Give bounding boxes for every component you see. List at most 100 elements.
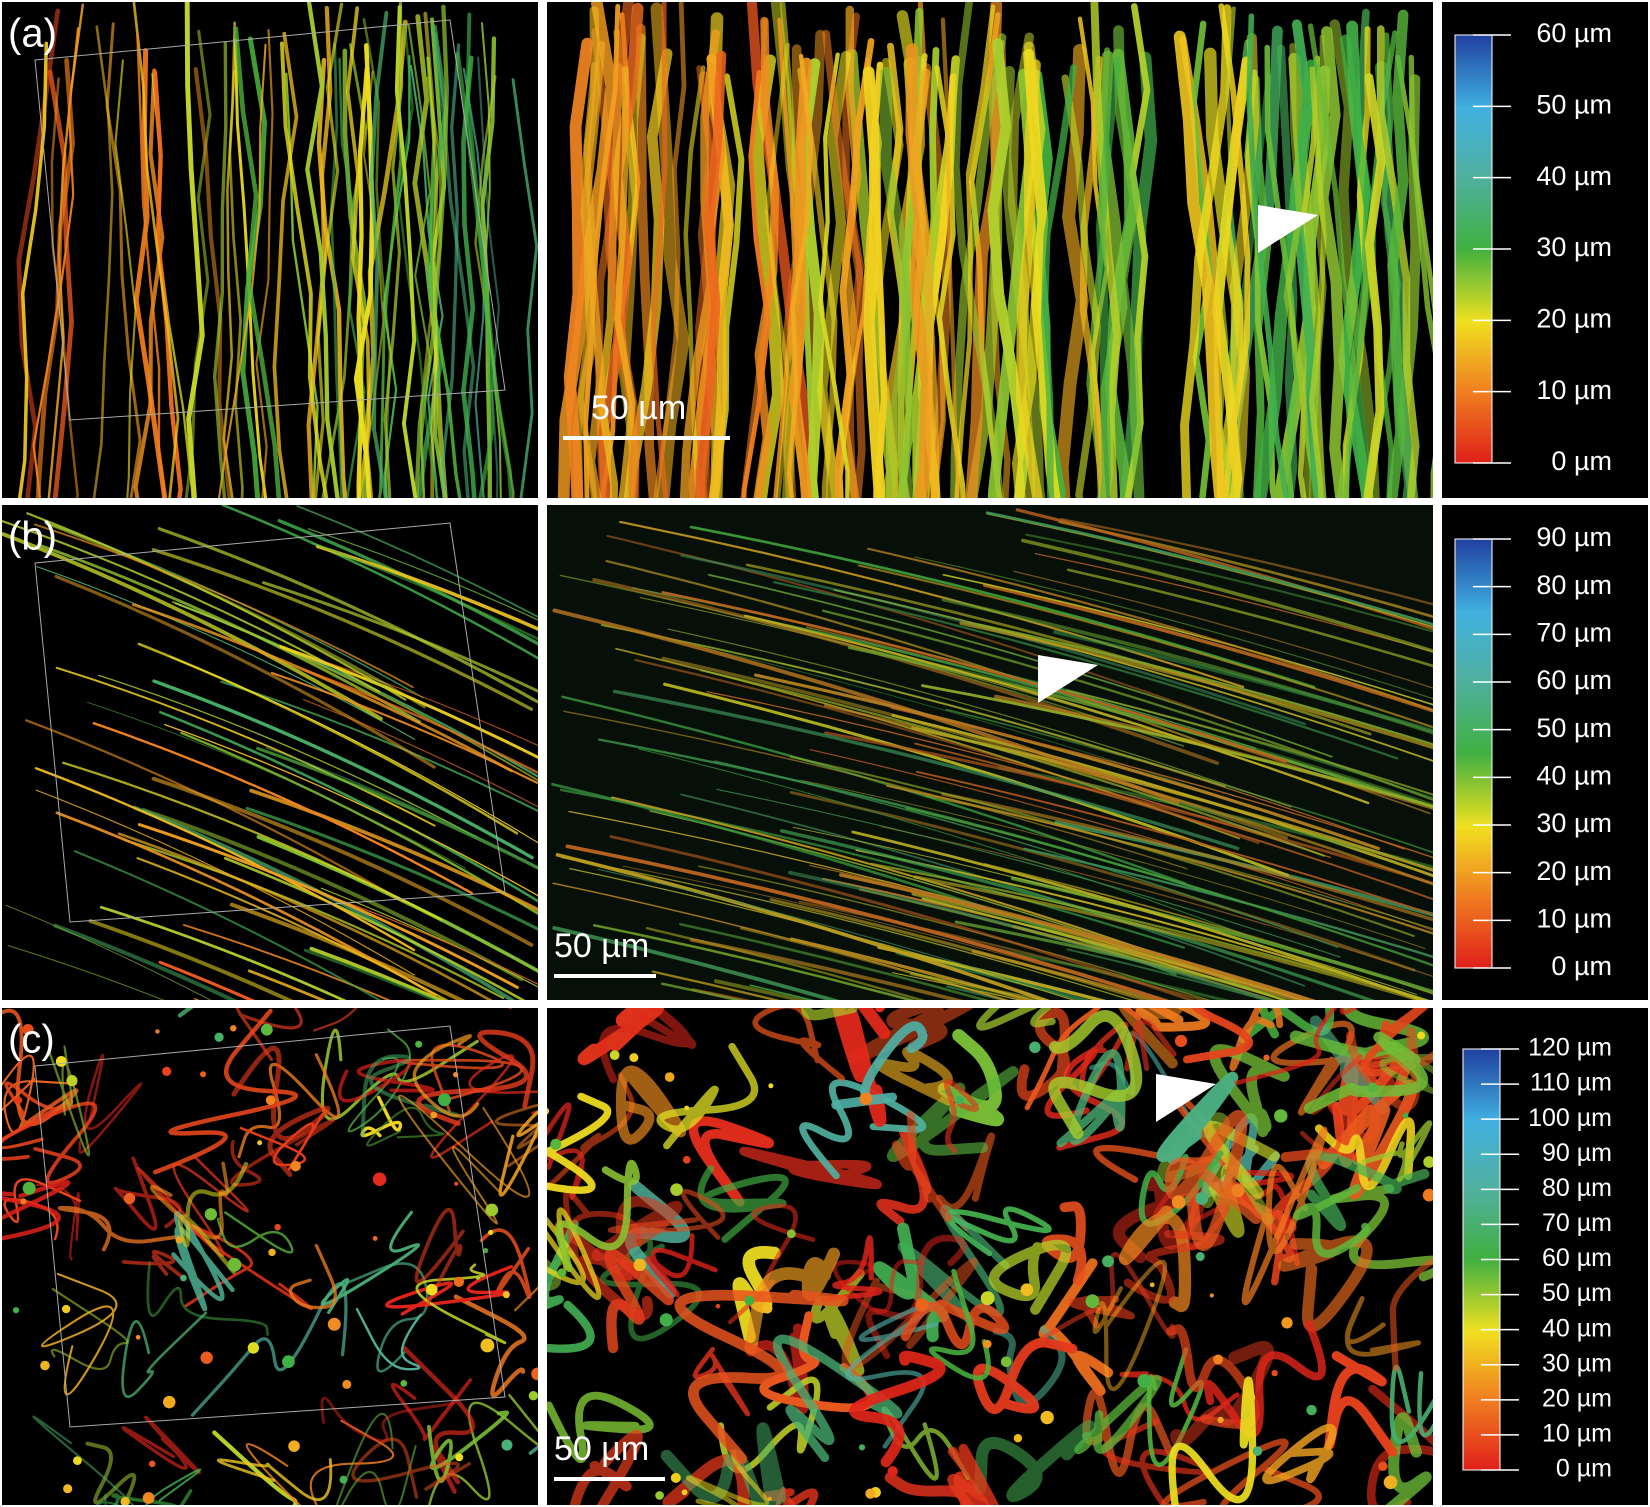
vessel xyxy=(1203,1120,1280,1238)
vessel xyxy=(369,10,389,498)
dot xyxy=(274,1223,281,1231)
vessel xyxy=(35,789,415,976)
colorbar-label: 20 µm xyxy=(1536,856,1612,886)
vessel xyxy=(941,792,1433,922)
vessel xyxy=(305,2,340,498)
vessel xyxy=(928,1268,991,1381)
vessel xyxy=(366,1106,445,1147)
colorbar-label: 0 µm xyxy=(1551,446,1612,476)
vessel xyxy=(1229,1008,1284,1072)
vessel xyxy=(699,669,1325,857)
vessel xyxy=(151,548,534,711)
vessel xyxy=(1389,1257,1433,1372)
dot xyxy=(768,1083,774,1089)
dot xyxy=(1422,1188,1433,1202)
colorbar-label: 30 µm xyxy=(1542,1349,1612,1377)
vessel xyxy=(235,1008,303,1062)
dot xyxy=(550,1138,562,1150)
vessel xyxy=(1264,44,1300,498)
vessel xyxy=(221,505,538,660)
vessel xyxy=(414,4,449,498)
vessel xyxy=(686,1449,770,1505)
vessel xyxy=(555,853,1051,1000)
vessel xyxy=(822,29,866,498)
scale-bar-label: 50 µm xyxy=(554,1430,649,1468)
vessel xyxy=(597,868,1080,1000)
arrowhead xyxy=(1038,655,1098,703)
vessel xyxy=(1234,1008,1359,1086)
dot xyxy=(268,1248,276,1257)
dot xyxy=(12,1307,20,1314)
vessel xyxy=(645,1233,718,1298)
vessel xyxy=(164,723,538,897)
vessel xyxy=(240,36,268,498)
vessel xyxy=(355,1307,422,1371)
vessel xyxy=(477,56,500,498)
vessel xyxy=(430,1054,538,1159)
colorbar-label: 0 µm xyxy=(1556,1455,1612,1483)
dot xyxy=(501,1439,513,1451)
colorbar-label: 10 µm xyxy=(1536,903,1612,933)
vessel xyxy=(423,11,439,498)
dot xyxy=(288,1440,300,1452)
vessel xyxy=(1013,920,1308,1000)
vessel xyxy=(895,950,1092,1000)
dot xyxy=(20,1198,27,1205)
vessel xyxy=(302,668,538,775)
vessel xyxy=(1408,54,1433,354)
vessel xyxy=(362,18,392,498)
vessel xyxy=(182,924,391,1000)
vessel xyxy=(329,42,343,498)
vessel xyxy=(977,623,1433,746)
vessel xyxy=(1173,30,1227,498)
vessel xyxy=(356,66,369,498)
vessel xyxy=(959,621,1433,750)
vessel xyxy=(597,63,623,498)
vessel xyxy=(1229,32,1260,498)
vessel xyxy=(1361,1120,1433,1182)
vessel xyxy=(394,5,418,498)
vessel xyxy=(954,4,996,498)
vessel xyxy=(117,832,493,1000)
vessel xyxy=(32,1415,135,1505)
dot xyxy=(502,1291,510,1299)
vessel xyxy=(835,38,875,498)
vessel xyxy=(261,581,538,693)
micrograph xyxy=(16,2,538,498)
vessel xyxy=(1317,26,1347,498)
vessel xyxy=(580,40,606,498)
vessel xyxy=(190,1282,348,1417)
vessel xyxy=(1283,42,1311,498)
dot xyxy=(15,1096,23,1104)
dot xyxy=(1367,1082,1379,1094)
vessel xyxy=(401,1345,476,1494)
vessel xyxy=(947,1443,999,1505)
vessel xyxy=(249,788,538,912)
panel-label: (c) xyxy=(8,1018,55,1062)
dot xyxy=(859,1092,873,1106)
dot xyxy=(485,1203,499,1217)
vessel xyxy=(636,23,659,498)
vessel xyxy=(398,1094,531,1225)
volume-box xyxy=(34,19,506,421)
vessel xyxy=(862,66,886,498)
dot xyxy=(148,1460,156,1468)
dot xyxy=(1020,1283,1034,1297)
vessel xyxy=(954,920,1305,1000)
vessel xyxy=(1307,23,1356,498)
vessel xyxy=(906,970,1021,1000)
micrograph xyxy=(2,1008,538,1505)
vessel xyxy=(171,601,538,782)
dot xyxy=(163,1395,176,1409)
dot xyxy=(1217,1416,1224,1424)
vessel xyxy=(1021,538,1433,654)
vessel xyxy=(88,919,294,1000)
vessel xyxy=(309,946,445,1000)
dot xyxy=(681,1489,688,1496)
vessel xyxy=(752,1008,845,1082)
vessel xyxy=(839,873,1316,1000)
vessel xyxy=(178,1161,248,1275)
vessel xyxy=(577,1008,665,1066)
dot xyxy=(339,1475,348,1484)
vessel xyxy=(479,1228,532,1299)
